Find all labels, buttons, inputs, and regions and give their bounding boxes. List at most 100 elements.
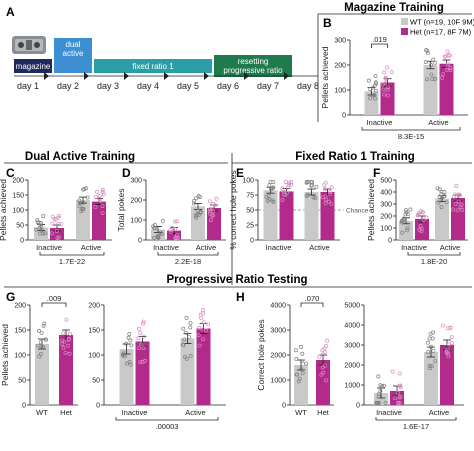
data-point — [188, 321, 193, 326]
data-point — [138, 342, 143, 347]
data-point — [138, 360, 143, 365]
data-point — [138, 331, 143, 335]
pvalue-bracket — [39, 252, 105, 256]
y-axis-label: Total pokes — [116, 189, 126, 232]
data-point — [282, 192, 286, 197]
x-tick-label: Inactive — [367, 118, 393, 127]
data-point — [43, 337, 48, 342]
timeline-day-label: day 1 — [17, 81, 39, 91]
data-point — [207, 211, 212, 216]
timeline-arrow-icon — [44, 72, 49, 80]
data-point — [321, 370, 326, 375]
x-tick-label: Active — [81, 243, 101, 252]
timeline-day-label: day 4 — [137, 81, 159, 91]
data-point — [428, 331, 433, 336]
x-tick-label: Active — [428, 118, 448, 127]
data-point — [62, 339, 67, 344]
data-point — [201, 308, 205, 313]
chart-panel-d: 0 100 200 300 Total pokes Inactive Active 2.2E-… — [116, 178, 226, 266]
data-point — [121, 353, 125, 358]
data-point — [140, 359, 145, 364]
data-point — [41, 323, 46, 328]
y-tick-label: 100 — [14, 353, 26, 360]
data-point — [382, 383, 386, 388]
y-tick-label: 1000 — [270, 378, 286, 385]
data-point — [430, 336, 435, 341]
data-point — [172, 227, 177, 232]
data-point — [300, 351, 305, 356]
data-point — [386, 85, 391, 90]
significance-label: .019 — [372, 35, 387, 44]
data-point — [425, 48, 430, 53]
data-point — [437, 195, 442, 200]
y-tick-label: 4000 — [270, 303, 286, 310]
y-tick-label: 300 — [334, 38, 346, 45]
data-point — [427, 363, 432, 368]
data-point — [380, 82, 385, 87]
pvalue-label: .00003 — [156, 422, 179, 431]
data-point — [433, 76, 437, 81]
data-point — [67, 351, 72, 356]
data-point — [385, 65, 389, 70]
data-point — [421, 210, 425, 215]
data-point — [433, 60, 438, 65]
data-point — [50, 231, 54, 236]
data-point — [208, 199, 212, 204]
data-point — [415, 213, 420, 218]
chart-panel-h1: 0 1000 2000 3000 4000 Correct hole pokes WT Het… — [256, 294, 334, 417]
data-point — [445, 351, 450, 356]
data-point — [197, 195, 202, 199]
pvalue-bracket — [407, 252, 461, 256]
bar — [423, 65, 438, 115]
data-point — [141, 334, 146, 339]
data-point — [95, 190, 100, 194]
data-point — [320, 352, 325, 357]
data-point — [376, 374, 381, 379]
data-point — [453, 202, 458, 206]
y-tick-label: 300 — [130, 178, 142, 185]
data-point — [440, 75, 445, 80]
pvalue-label: 8.3E-15 — [398, 132, 424, 141]
data-point — [204, 328, 209, 333]
data-point — [187, 335, 192, 340]
y-tick-label: 0 — [250, 238, 254, 245]
data-point — [141, 346, 146, 351]
data-point — [448, 65, 453, 70]
y-axis-label: Pellets achieved — [320, 46, 330, 108]
data-point — [210, 209, 215, 214]
timeline-day-label: day 3 — [97, 81, 119, 91]
y-tick-label: 200 — [88, 303, 100, 310]
bar — [316, 360, 330, 405]
timeline-day-label: day 6 — [217, 81, 239, 91]
data-point — [317, 354, 322, 359]
y-tick-label: 50 — [246, 208, 254, 215]
data-point — [431, 57, 436, 62]
data-point — [442, 190, 447, 194]
timeline-arrow-icon — [124, 72, 129, 80]
significance-label: .070 — [305, 294, 320, 303]
bar — [424, 352, 438, 405]
data-point — [124, 341, 128, 346]
data-point — [39, 330, 44, 335]
data-point — [441, 194, 446, 199]
data-point — [419, 226, 424, 231]
data-point — [192, 198, 197, 203]
data-point — [373, 74, 378, 78]
pvalue-label: 1.7E-22 — [59, 257, 85, 266]
data-point — [451, 207, 456, 212]
data-point — [397, 383, 402, 388]
data-point — [404, 210, 409, 215]
data-point — [184, 356, 189, 361]
data-point — [425, 50, 430, 55]
y-axis-label: % correct hole pokes — [228, 170, 238, 249]
data-point — [372, 83, 377, 88]
data-point — [322, 363, 327, 368]
x-tick-label: Het — [317, 408, 330, 417]
pvalue-label: 2.2E-18 — [175, 257, 201, 266]
data-point — [121, 351, 126, 356]
data-point — [152, 236, 156, 240]
data-point — [396, 401, 401, 405]
data-point — [305, 192, 310, 197]
data-point — [35, 218, 40, 223]
